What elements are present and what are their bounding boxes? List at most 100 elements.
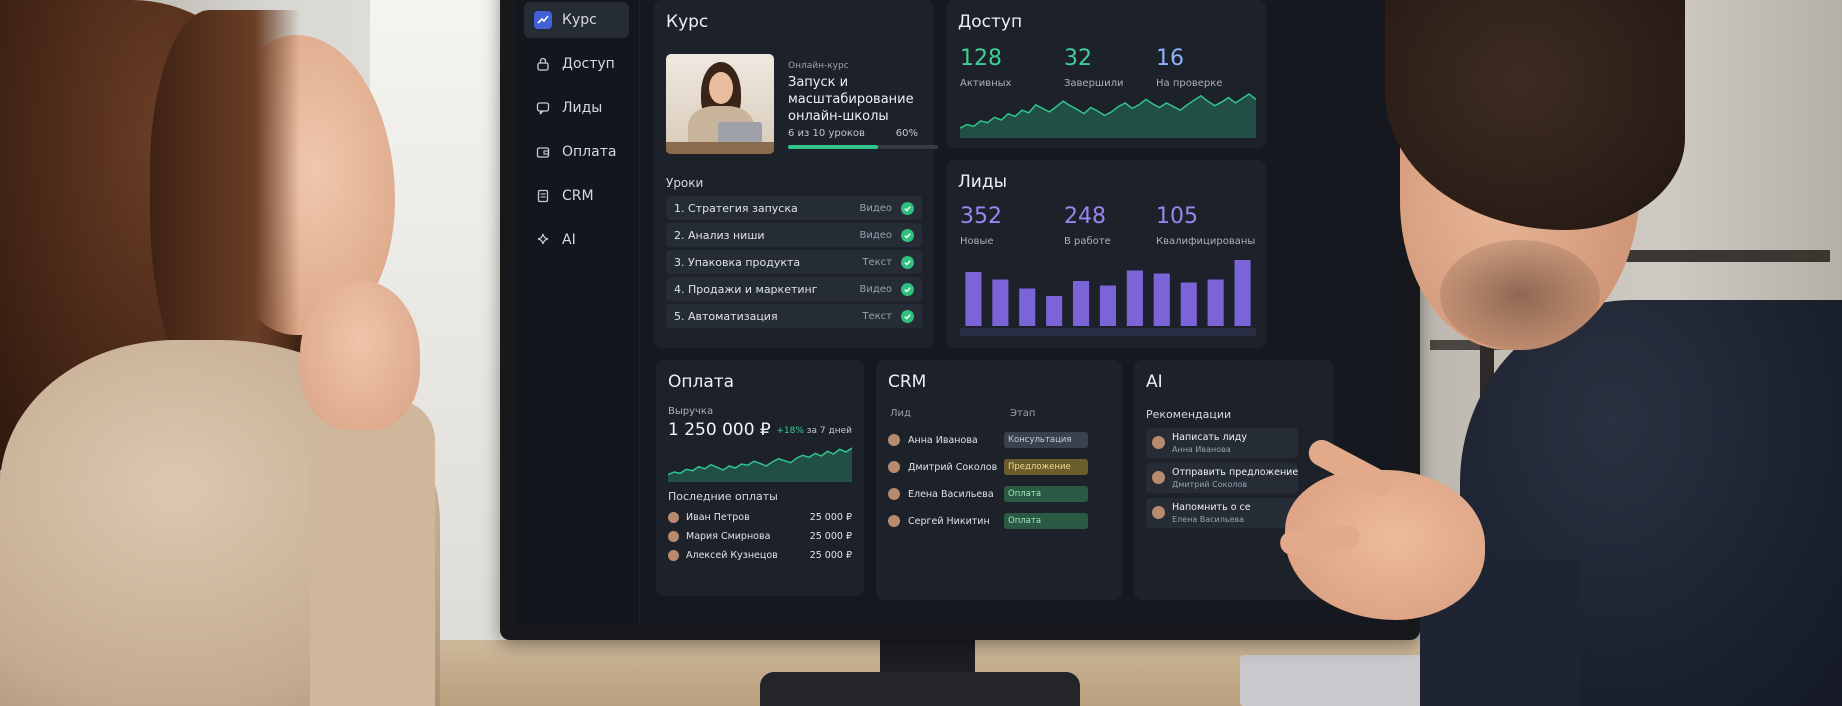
- lesson-label: 2. Анализ ниши: [674, 228, 765, 242]
- leads-bar: [1046, 296, 1063, 326]
- access-active-value: 128: [960, 46, 1002, 71]
- avatar: [668, 511, 679, 523]
- ai-recommendation-title: Написать лиду: [1172, 432, 1247, 443]
- lock-icon: [534, 55, 552, 73]
- check-icon: [901, 310, 914, 323]
- course-name[interactable]: Запуск и масштабирование онлайн-школы: [788, 75, 914, 124]
- access-completed-value: 32: [1064, 46, 1092, 71]
- document-icon: [534, 187, 552, 205]
- crm-stage-badge[interactable]: Оплата: [1004, 513, 1088, 529]
- chart-icon: [534, 11, 552, 29]
- sparkle-icon: [534, 231, 552, 249]
- sidebar-item-leads[interactable]: Лиды: [524, 90, 629, 126]
- course-progress-bar: [788, 145, 938, 149]
- avatar: [668, 530, 679, 542]
- leads-in-work-label: В работе: [1064, 236, 1111, 247]
- payment-row[interactable]: Иван Петров 25 000 ₽: [668, 508, 852, 526]
- avatar: [888, 461, 900, 473]
- access-active-label: Активных: [960, 78, 1012, 89]
- leads-new-label: Новые: [960, 236, 994, 247]
- crm-row[interactable]: Дмитрий Соколов Предложение: [888, 457, 1088, 477]
- sidebar-item-label: CRM: [562, 188, 594, 204]
- leads-bar: [992, 279, 1009, 326]
- sidebar: Курс Доступ Лиды Оплата CRM: [516, 0, 640, 624]
- leads-qualified-value: 105: [1156, 204, 1198, 229]
- leads-in-work-value: 248: [1064, 204, 1106, 229]
- course-progress-text: 6 из 10 уроков: [788, 128, 865, 139]
- leads-bar: [1073, 281, 1090, 326]
- lesson-row[interactable]: 5. Автоматизация Текст: [666, 304, 922, 328]
- course-card-title: Курс: [666, 12, 709, 32]
- ai-recommendation-title: Отправить предложение: [1172, 467, 1299, 478]
- sidebar-item-access[interactable]: Доступ: [524, 46, 629, 82]
- ai-recommendation[interactable]: Написать лиду Анна Иванова: [1146, 428, 1298, 458]
- course-thumbnail[interactable]: [666, 54, 774, 154]
- crm-card: CRM Лид Этап Анна Иванова Консультация Дми…: [876, 360, 1122, 600]
- lesson-label: 4. Продажи и маркетинг: [674, 282, 818, 296]
- ai-recommendations-title: Рекомендации: [1146, 408, 1232, 421]
- crm-stage-badge[interactable]: Консультация: [1004, 432, 1088, 448]
- crm-stage-badge[interactable]: Предложение: [1004, 459, 1088, 475]
- course-kind: Онлайн-курс: [788, 61, 849, 71]
- leads-bar: [1099, 285, 1116, 326]
- revenue-growth: +18% за 7 дней: [776, 426, 852, 436]
- sidebar-item-crm[interactable]: CRM: [524, 178, 629, 214]
- lesson-type: Текст: [862, 310, 892, 322]
- leads-bar: [1153, 273, 1170, 326]
- payment-row[interactable]: Алексей Кузнецов 25 000 ₽: [668, 546, 852, 564]
- leads-chart-baseline: [960, 328, 1256, 336]
- ai-recommendation[interactable]: Отправить предложение Дмитрий Соколов: [1146, 463, 1298, 493]
- woman-hand: [300, 280, 420, 430]
- access-review-label: На проверке: [1156, 78, 1223, 89]
- thumb-desk: [666, 142, 774, 154]
- leads-bar: [1207, 279, 1224, 326]
- crm-card-title: CRM: [888, 372, 927, 392]
- lesson-type: Текст: [862, 256, 892, 268]
- ai-recommendation-person: Елена Васильева: [1172, 515, 1245, 524]
- crm-row[interactable]: Сергей Никитин Оплата: [888, 511, 1088, 531]
- ai-recommendation-person: Анна Иванова: [1172, 445, 1231, 454]
- payment-row[interactable]: Мария Смирнова 25 000 ₽: [668, 527, 852, 545]
- lesson-row[interactable]: 2. Анализ ниши Видео: [666, 223, 922, 247]
- leads-qualified-label: Квалифицированы: [1156, 236, 1256, 247]
- lesson-row[interactable]: 3. Упаковка продукта Текст: [666, 250, 922, 274]
- sidebar-item-label: Оплата: [562, 144, 617, 160]
- crm-row[interactable]: Елена Васильева Оплата: [888, 484, 1088, 504]
- sidebar-item-course[interactable]: Курс: [524, 2, 629, 38]
- crm-stage-badge[interactable]: Оплата: [1004, 486, 1088, 502]
- payment-name: Мария Смирнова: [686, 530, 771, 542]
- payment-name: Иван Петров: [686, 511, 750, 523]
- avatar: [888, 488, 900, 500]
- lesson-row[interactable]: 4. Продажи и маркетинг Видео: [666, 277, 922, 301]
- man-beard: [1440, 240, 1600, 350]
- chat-icon: [534, 99, 552, 117]
- lesson-label: 1. Стратегия запуска: [674, 201, 798, 215]
- access-card-title: Доступ: [958, 12, 1023, 32]
- leads-bar: [1019, 288, 1036, 326]
- check-icon: [901, 256, 914, 269]
- avatar: [1152, 471, 1165, 484]
- leads-bar: [1234, 260, 1251, 326]
- ai-recommendation-person: Дмитрий Соколов: [1172, 480, 1248, 489]
- payment-name: Алексей Кузнецов: [686, 549, 778, 561]
- crm-row[interactable]: Анна Иванова Консультация: [888, 430, 1088, 450]
- leads-bar-chart: [960, 260, 1256, 336]
- avatar: [888, 434, 900, 446]
- avatar: [1152, 436, 1165, 449]
- lesson-type: Видео: [859, 229, 892, 241]
- payment-card-title: Оплата: [668, 372, 735, 392]
- lesson-type: Видео: [859, 202, 892, 214]
- crm-lead-name: Елена Васильева: [908, 488, 994, 500]
- crm-lead-name: Дмитрий Соколов: [908, 461, 998, 473]
- sidebar-item-payment[interactable]: Оплата: [524, 134, 629, 170]
- ai-recommendation[interactable]: Напомнить о се Елена Васильева: [1146, 498, 1298, 528]
- woman-sleeve: [310, 400, 435, 706]
- course-card: Курс Онлайн-курс Запуск и масштабировани…: [654, 0, 938, 348]
- dashboard-screen: Курс Доступ Лиды Оплата CRM: [516, 0, 1404, 624]
- lesson-label: 3. Упаковка продукта: [674, 255, 801, 269]
- lesson-row[interactable]: 1. Стратегия запуска Видео: [666, 196, 922, 220]
- access-completed-label: Завершили: [1064, 78, 1124, 89]
- sidebar-item-ai[interactable]: AI: [524, 222, 629, 258]
- crm-lead-name: Сергей Никитин: [908, 515, 990, 527]
- lesson-type: Видео: [859, 283, 892, 295]
